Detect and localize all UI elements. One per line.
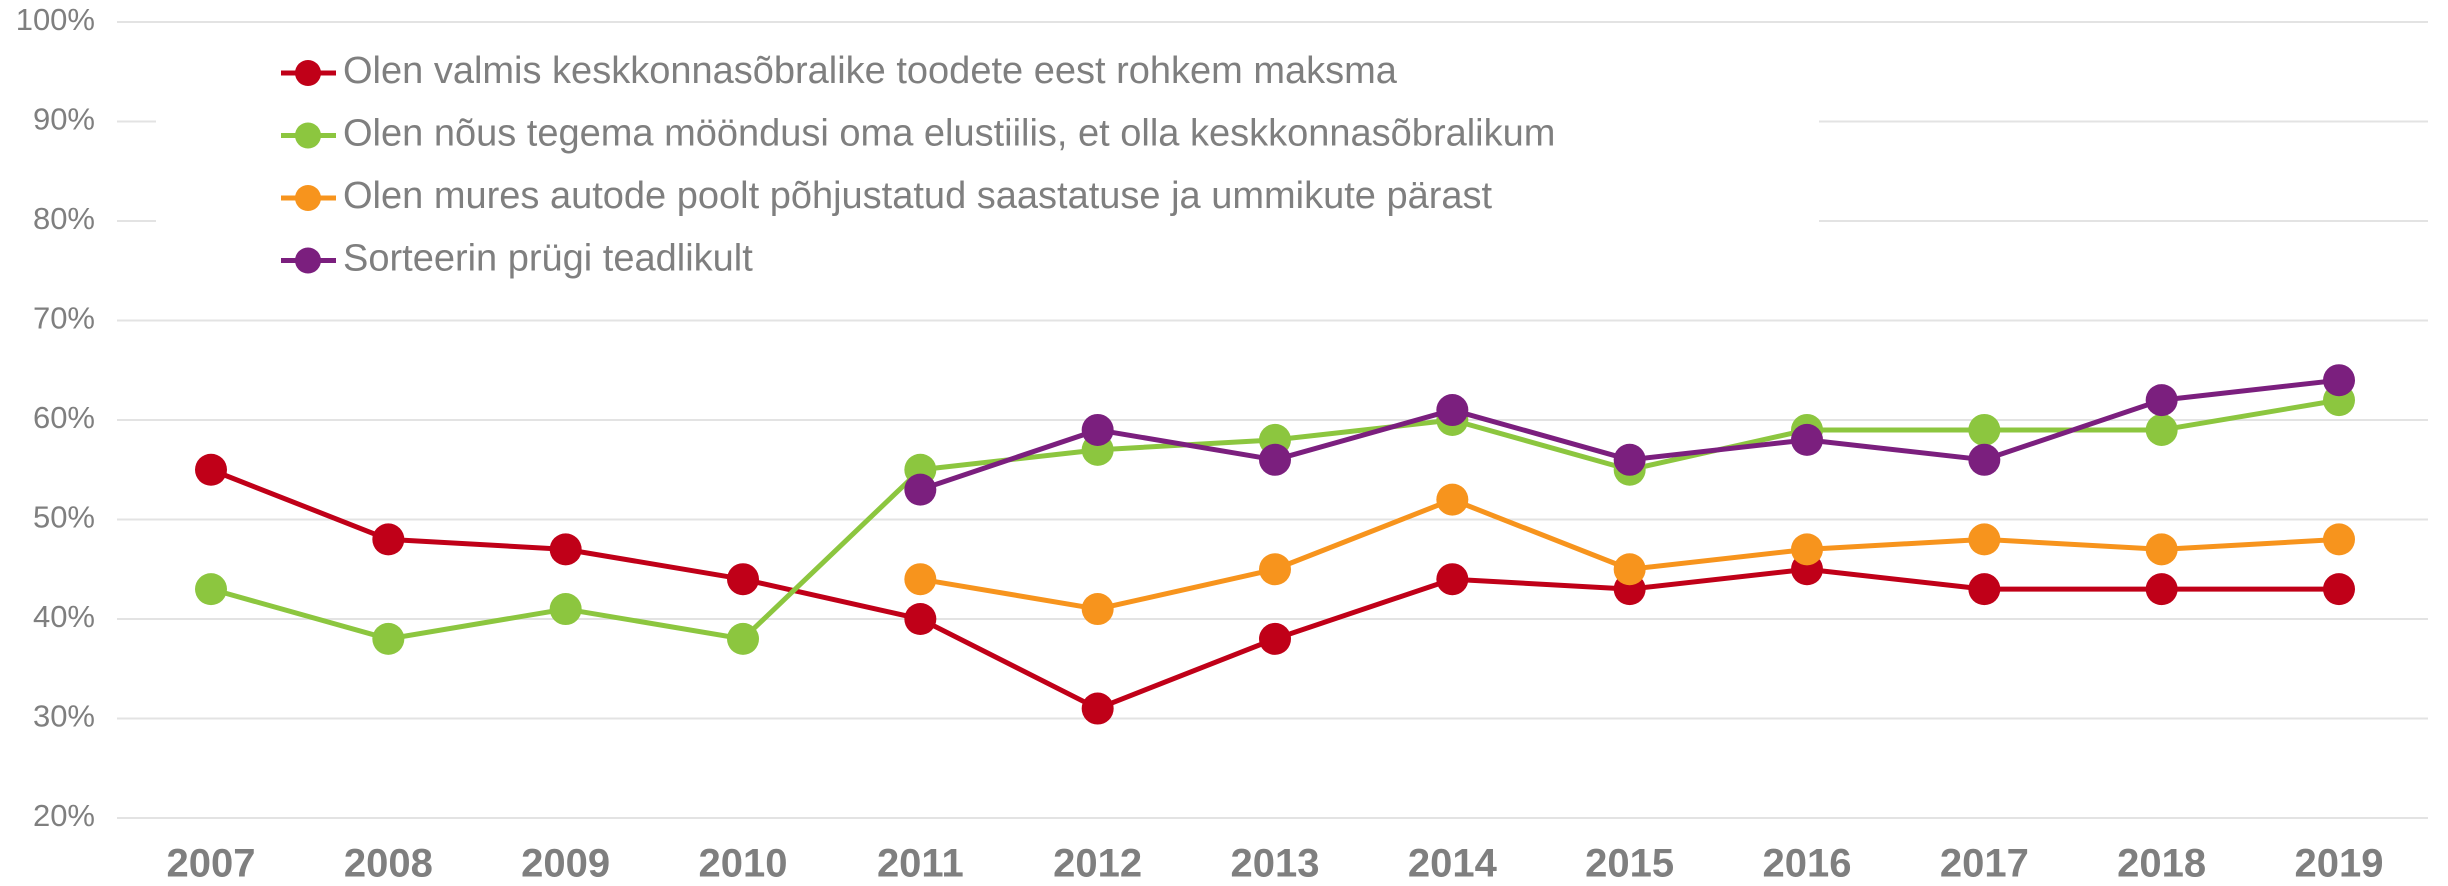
legend-label: Olen mures autode poolt põhjustatud saas… (343, 175, 1493, 217)
data-point (904, 603, 937, 635)
legend-background (156, 47, 1819, 289)
data-point (727, 563, 759, 596)
data-point (195, 573, 227, 606)
data-point (1081, 413, 1114, 446)
y-tick-label: 90% (33, 102, 95, 137)
data-point (904, 563, 937, 596)
legend-label: Sorteerin prügi teadlikult (343, 238, 753, 280)
x-tick-label: 2015 (1585, 842, 1674, 886)
y-tick-label: 30% (33, 699, 95, 734)
data-point (1791, 423, 1823, 456)
x-tick-label: 2016 (1763, 842, 1852, 886)
x-tick-label: 2018 (2117, 842, 2206, 886)
data-point (2145, 384, 2178, 417)
data-point (372, 622, 405, 655)
x-tick-label: 2012 (1053, 842, 1142, 886)
y-tick-label: 70% (33, 301, 95, 336)
data-point (1259, 622, 1291, 655)
data-point (1436, 483, 1469, 516)
data-point (2323, 364, 2355, 397)
data-point (2145, 413, 2178, 446)
data-point (1968, 573, 2001, 606)
data-point (1436, 563, 1469, 596)
data-point (1968, 413, 2001, 446)
data-point (1613, 553, 1646, 586)
data-point (1436, 394, 1469, 427)
data-point (1081, 593, 1114, 626)
x-tick-label: 2013 (1231, 842, 1320, 886)
data-point (2323, 523, 2355, 556)
data-point (1259, 443, 1291, 476)
y-tick-label: 40% (33, 599, 95, 634)
y-tick-label: 20% (33, 798, 95, 833)
y-tick-label: 100% (16, 2, 95, 37)
legend-label: Olen valmis keskkonnasõbralike toodete e… (343, 50, 1398, 92)
x-tick-label: 2010 (699, 842, 788, 886)
data-point (195, 453, 227, 486)
legend-marker (295, 60, 321, 86)
data-point (372, 523, 405, 556)
data-point (2323, 573, 2355, 606)
data-point (1613, 443, 1646, 476)
y-tick-label: 60% (33, 400, 95, 435)
x-tick-label: 2008 (344, 842, 433, 886)
y-tick-label: 80% (33, 201, 95, 236)
legend-marker (295, 247, 321, 274)
x-tick-label: 2014 (1408, 842, 1498, 886)
y-tick-label: 50% (33, 500, 95, 535)
x-tick-label: 2007 (167, 842, 256, 886)
data-point (1968, 523, 2001, 556)
x-tick-label: 2017 (1940, 842, 2029, 886)
data-point (549, 593, 582, 626)
x-tick-label: 2011 (877, 842, 964, 886)
data-point (727, 622, 759, 655)
data-point (1968, 443, 2001, 476)
data-point (1081, 692, 1114, 725)
data-point (549, 533, 582, 566)
data-point (1791, 533, 1823, 566)
series-line (210, 467, 2339, 712)
data-point (1259, 553, 1291, 586)
x-tick-label: 2019 (2295, 842, 2384, 886)
data-point (2145, 573, 2178, 606)
legend-marker (295, 122, 321, 149)
legend-marker (295, 185, 321, 211)
x-tick-label: 2009 (521, 842, 610, 886)
data-point (904, 473, 937, 506)
data-point (2145, 533, 2178, 566)
legend-label: Olen nõus tegema möönd­usi oma elustiili… (343, 113, 1555, 155)
